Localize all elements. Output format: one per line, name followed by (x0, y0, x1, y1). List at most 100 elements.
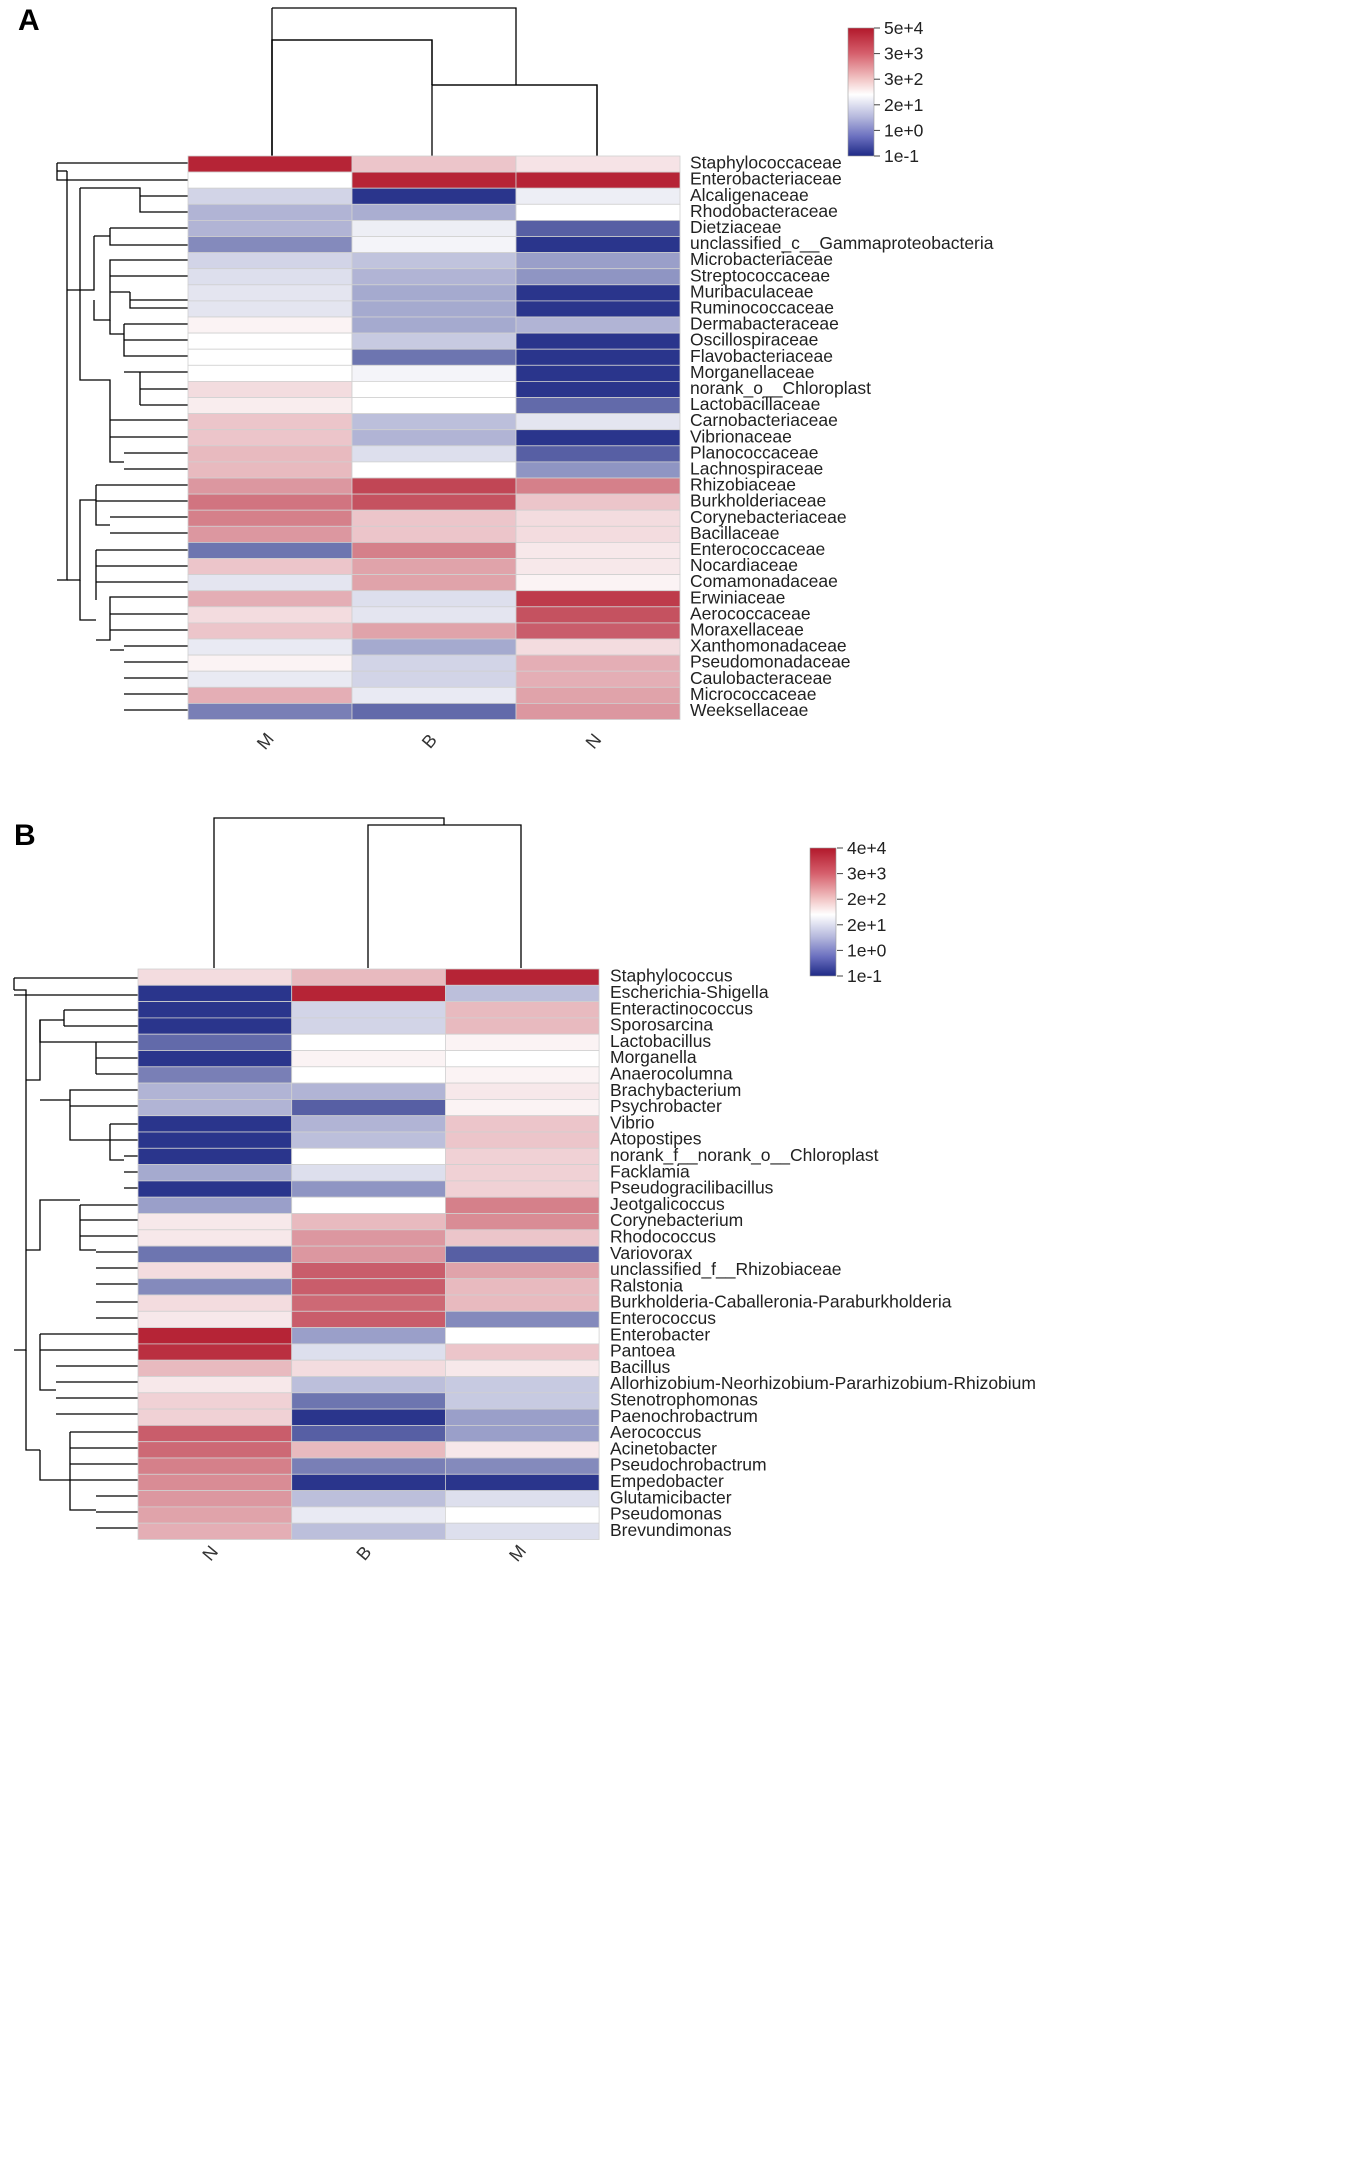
heatmap-cell (444, 984, 600, 1002)
row-label: Carnobacteriaceae (690, 410, 838, 430)
heatmap-cell (351, 525, 517, 543)
legend-b-colorbar (809, 847, 837, 977)
heatmap-cell (137, 1490, 293, 1508)
heatmap-cell (515, 542, 681, 559)
heatmap-cell (444, 1164, 600, 1182)
heatmap-cell (515, 445, 681, 463)
heatmap-cell (351, 606, 517, 624)
column-dendrogram-a (271, 7, 598, 156)
heatmap-cell (291, 1408, 446, 1426)
heatmap-cell (351, 509, 517, 527)
heatmap-cell (351, 252, 517, 270)
row-label: Nocardiaceae (690, 555, 798, 575)
row-label: Comamonadaceae (690, 571, 838, 591)
heatmap-b-row-labels: StaphylococcusEscherichia-ShigellaEntera… (610, 966, 1036, 1540)
heatmap-cell (291, 1457, 446, 1475)
row-label: Alcaligenaceae (690, 185, 809, 205)
heatmap-cell (444, 1490, 600, 1508)
column-dendrogram-b (213, 817, 522, 968)
heatmap-cell (444, 1441, 600, 1459)
heatmap-cell (137, 1506, 293, 1524)
row-label: Pseudochrobactrum (610, 1455, 767, 1475)
row-label: Staphylococcus (610, 966, 733, 986)
heatmap-cell (515, 703, 681, 720)
row-label: Rhizobiaceae (690, 475, 796, 495)
heatmap-cell (137, 1033, 293, 1051)
column-label: N (582, 730, 606, 753)
heatmap-cell (137, 1001, 293, 1019)
panel-a-label: A (18, 4, 40, 37)
row-label: Lactobacillaceae (690, 394, 820, 414)
heatmap-cell (291, 1001, 446, 1019)
heatmap-cell (137, 1327, 293, 1345)
heatmap-cell (444, 1359, 600, 1377)
row-label: Erwiniaceae (690, 587, 785, 607)
heatmap-cell (291, 1066, 446, 1084)
heatmap-cell (187, 493, 353, 511)
heatmap-cell (137, 1131, 293, 1149)
heatmap-cell (351, 590, 517, 608)
row-label: unclassified_c__Gammaproteobacteria (690, 233, 994, 254)
heatmap-cell (291, 1115, 446, 1133)
heatmap-cell (187, 332, 353, 350)
heatmap-cell (444, 1310, 600, 1329)
legend-label: 3e+2 (884, 69, 923, 89)
row-label: Pseudogracilibacillus (610, 1178, 774, 1198)
heatmap-cell (351, 445, 517, 463)
heatmap-cell (351, 461, 517, 479)
heatmap-cell (351, 493, 517, 511)
heatmap-cell (291, 1164, 446, 1182)
heatmap-cell (351, 332, 517, 350)
heatmap-cell (291, 984, 446, 1002)
row-label: Ralstonia (610, 1275, 683, 1295)
row-label: Aerococcaceae (690, 603, 811, 623)
row-label: Corynebacteriaceae (690, 507, 847, 527)
row-label: Ruminococcaceae (690, 297, 834, 317)
heatmap-cell (444, 1050, 600, 1068)
heatmap-cell (291, 1180, 446, 1198)
row-label: Flavobacteriaceae (690, 346, 833, 366)
row-label: Escherichia-Shigella (610, 982, 769, 1002)
heatmap-cell (187, 670, 353, 688)
heatmap-cell (515, 252, 681, 270)
heatmap-cell (515, 638, 681, 656)
heatmap-cell (187, 525, 353, 543)
heatmap-cell (515, 654, 681, 672)
row-label: Pantoea (610, 1341, 675, 1361)
heatmap-cell (444, 1408, 600, 1426)
heatmap-cell (351, 364, 517, 382)
heatmap-cell (515, 686, 681, 704)
heatmap-cell (351, 654, 517, 672)
heatmap-cell (515, 300, 681, 318)
heatmap-cell (137, 1425, 293, 1443)
heatmap-cell (187, 380, 353, 398)
heatmap-cell (351, 284, 517, 302)
heatmap-cell (515, 284, 681, 302)
heatmap-cell (444, 1131, 600, 1149)
heatmap-cell (187, 703, 353, 720)
dendro-top-link (271, 39, 433, 156)
heatmap-cell (351, 397, 517, 415)
heatmap-cell (515, 574, 681, 592)
heatmap-cell (444, 1033, 600, 1051)
row-label: Rhodobacteraceae (690, 201, 838, 221)
heatmap-cell (444, 1147, 600, 1166)
column-label: B (352, 1542, 375, 1564)
heatmap-cell (137, 1164, 293, 1182)
heatmap-cell (444, 1327, 600, 1345)
row-label: Streptococcaceae (690, 265, 830, 285)
heatmap-cell (444, 1245, 600, 1263)
heatmap-cell (444, 1180, 600, 1198)
heatmap-cell (137, 1441, 293, 1459)
heatmap-b-cells (137, 968, 600, 1540)
heatmap-cell (444, 1522, 600, 1540)
heatmap-cell (187, 574, 353, 592)
heatmap-cell (444, 1017, 600, 1035)
heatmap-cell (444, 968, 600, 986)
heatmap-cell (444, 1082, 600, 1100)
heatmap-cell (187, 284, 353, 302)
heatmap-cell (137, 1343, 293, 1361)
heatmap-cell (187, 252, 353, 270)
